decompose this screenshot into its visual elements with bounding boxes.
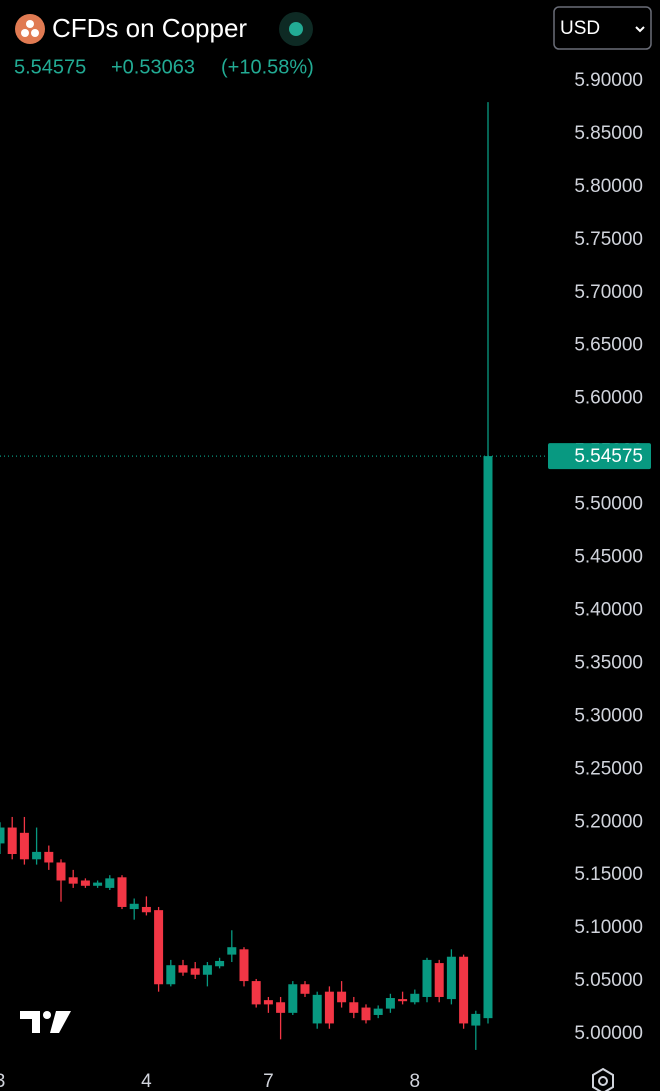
candle-body (44, 851, 54, 863)
symbol-logo (15, 14, 45, 44)
price-change-percent: (+10.58%) (221, 56, 314, 78)
y-tick-label: 5.30000 (574, 705, 643, 726)
price-change: +0.53063 (111, 56, 195, 78)
candle-body (166, 965, 176, 985)
candle-body (276, 1002, 286, 1013)
candle-body (227, 947, 237, 955)
y-tick-label: 5.40000 (574, 599, 643, 620)
candle-body (154, 910, 164, 985)
settings-icon[interactable] (592, 1067, 614, 1091)
candle-body (361, 1007, 371, 1021)
last-price-label: 5.54575 (574, 446, 643, 467)
y-tick-label: 5.05000 (574, 970, 643, 991)
candle-body (215, 960, 225, 967)
y-tick-label: 5.45000 (574, 547, 643, 568)
candle-body (141, 906, 151, 913)
candle-body (56, 862, 66, 881)
candle-body (190, 968, 200, 975)
candle-body (93, 882, 103, 886)
last-price-box (548, 443, 651, 470)
candle-body (483, 456, 493, 1019)
candle-body (471, 1013, 481, 1026)
y-tick-label: 5.50000 (574, 494, 643, 515)
x-tick-label: 4 (141, 1071, 152, 1091)
symbol-title: CFDs on Copper (52, 13, 247, 43)
candle-body (422, 959, 432, 997)
candle-body (7, 827, 17, 855)
y-tick-label: 5.65000 (574, 335, 643, 356)
candle-body (19, 832, 29, 860)
candle-body (32, 851, 42, 860)
candle-body (263, 1000, 273, 1005)
candle-body (324, 991, 334, 1024)
candle-body (300, 984, 310, 994)
candle-body (349, 1002, 359, 1013)
candle-body (80, 880, 90, 886)
candle-body (337, 991, 347, 1003)
last-price: 5.54575 (14, 56, 86, 78)
y-tick-label: 5.90000 (574, 70, 643, 91)
y-tick-label: 5.80000 (574, 176, 643, 197)
candle-body (385, 998, 395, 1009)
candle-body (410, 993, 420, 1003)
y-tick-label: 5.00000 (574, 1023, 643, 1044)
y-tick-label: 5.35000 (574, 652, 643, 673)
y-tick-label: 5.15000 (574, 864, 643, 885)
y-tick-label: 5.85000 (574, 123, 643, 144)
candle-body (202, 965, 212, 975)
y-tick-label: 5.10000 (574, 917, 643, 938)
candle-body (239, 949, 249, 982)
y-tick-label: 5.60000 (574, 388, 643, 409)
candle-body (288, 984, 298, 1013)
x-tick-label: 8 (410, 1071, 421, 1091)
candle-body (373, 1008, 383, 1015)
candle-body (129, 903, 139, 910)
candle-body (178, 965, 188, 973)
candle-body (312, 994, 322, 1024)
y-tick-label: 5.75000 (574, 229, 643, 250)
y-tick-label: 5.20000 (574, 811, 643, 832)
y-tick-label: 5.70000 (574, 282, 643, 303)
candle-body (398, 999, 408, 1002)
candle-body (446, 956, 456, 1000)
candle-body (105, 878, 115, 888)
candle-body (434, 963, 444, 997)
candle-body (117, 877, 127, 907)
currency-select[interactable]: USD (553, 6, 652, 50)
currency-label[interactable]: USD (560, 18, 600, 39)
candle-body (459, 956, 469, 1024)
x-tick-label: 7 (263, 1071, 274, 1091)
market-status-dot (289, 22, 303, 36)
candle-body (0, 827, 5, 844)
y-tick-label: 5.25000 (574, 758, 643, 779)
x-tick-label: 3 (0, 1071, 5, 1091)
candle-body (68, 877, 78, 884)
plot-area: 5.00000 5.05000 5.10000 5.15000 5.20000 5.250… (0, 70, 651, 1091)
tradingview-logo (20, 1011, 71, 1033)
candle-body (251, 981, 261, 1005)
